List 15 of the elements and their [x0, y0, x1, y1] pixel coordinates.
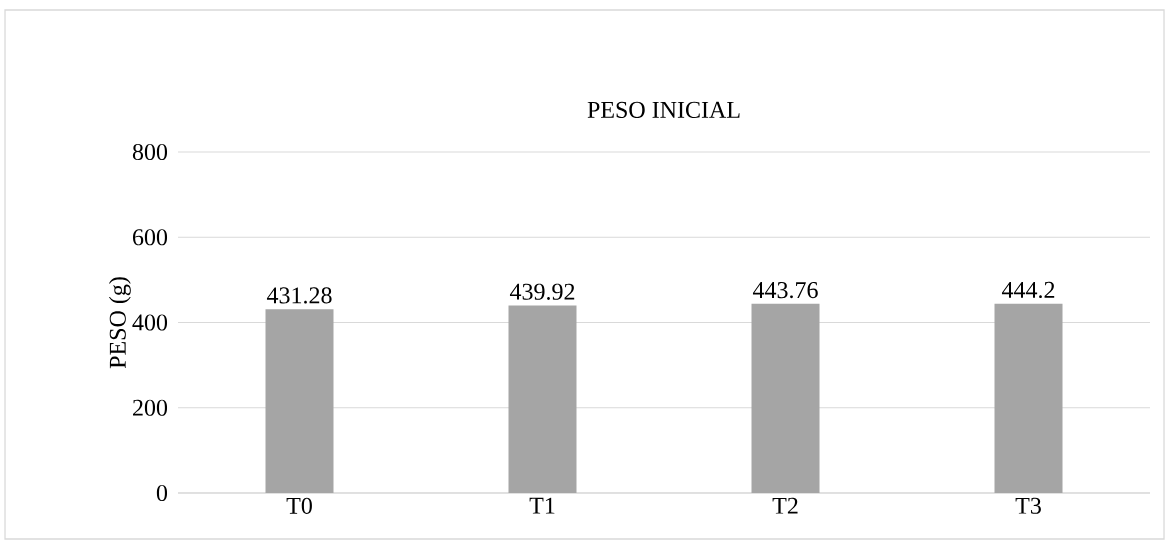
data-label: 439.92 — [509, 283, 575, 300]
x-tick-label: T2 — [772, 497, 798, 514]
data-label: 444.2 — [1001, 281, 1055, 299]
y-tick-label: 400 — [132, 314, 168, 331]
data-label: 431.28 — [266, 287, 332, 304]
y-tick-label: 800 — [132, 143, 168, 161]
x-tick-label: T0 — [286, 497, 312, 514]
x-tick-label: T1 — [529, 497, 555, 514]
y-tick-label: 0 — [156, 484, 168, 502]
y-tick-label: 600 — [132, 229, 168, 246]
y-tick-label: 200 — [133, 399, 168, 416]
chart-title: PESO INICIAL — [587, 101, 740, 118]
x-tick-label: T3 — [1015, 497, 1041, 514]
y-axis-title: PESO (g) — [108, 277, 131, 369]
data-label: 443.76 — [752, 282, 818, 299]
